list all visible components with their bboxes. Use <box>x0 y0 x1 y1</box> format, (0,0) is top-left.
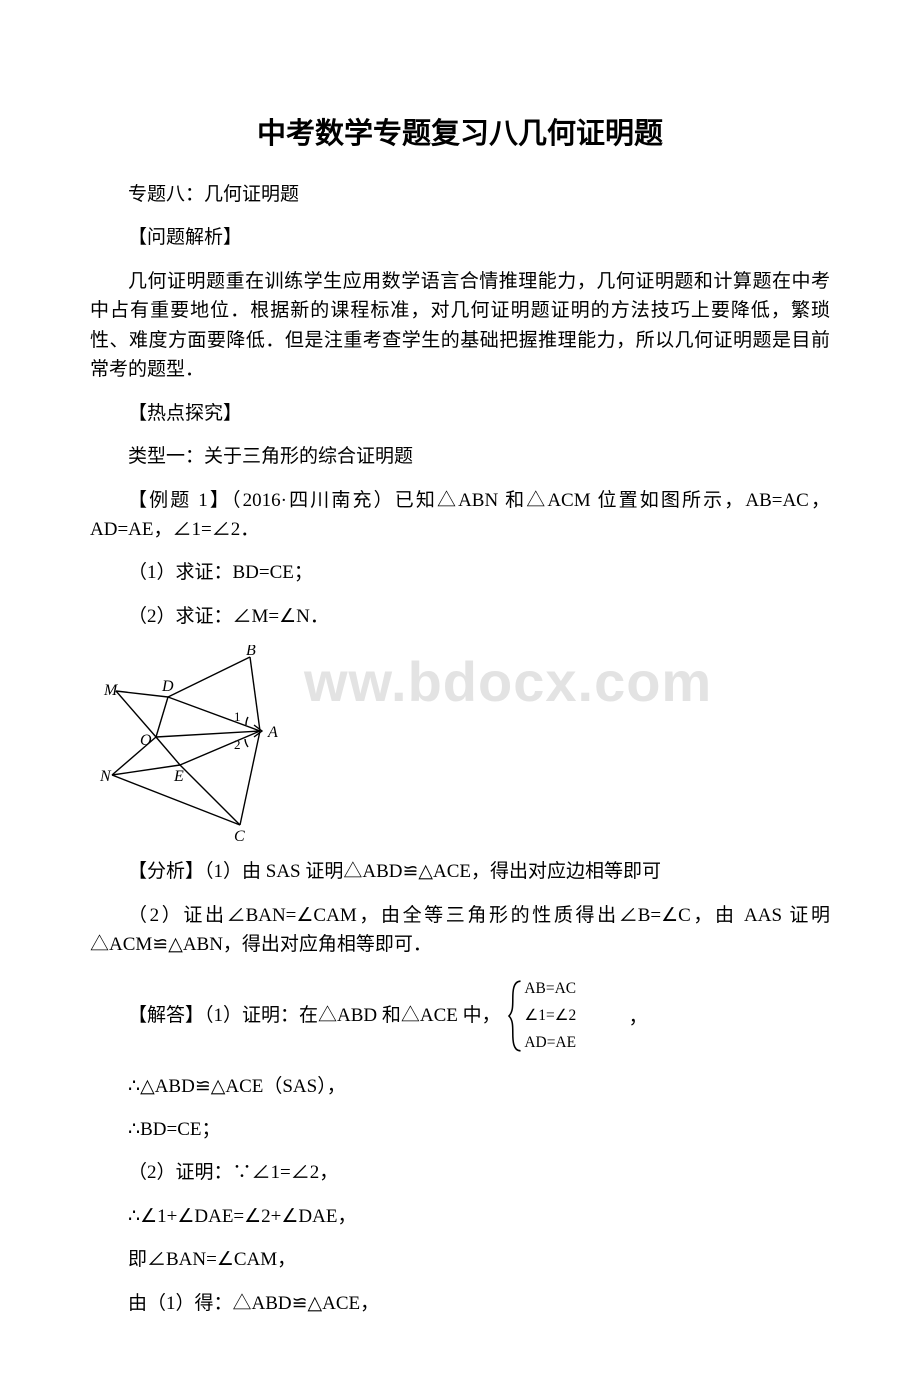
label-E: E <box>173 768 184 785</box>
solve-equation-row: 【解答】（1）证明：在△ABD 和△ACE 中， AB=AC ∠1=∠2 AD=… <box>90 974 830 1058</box>
figure-row: B M D A O N E C 1 2 ww.bdocx.com <box>90 645 830 845</box>
page-title: 中考数学专题复习八几何证明题 <box>90 110 830 152</box>
question-1: （1）求证：BD=CE； <box>90 558 830 587</box>
label-D: D <box>161 678 174 695</box>
question-2: （2）求证：∠M=∠N． <box>90 602 830 631</box>
solve-lead: 【解答】（1）证明：在△ABD 和△ACE 中， <box>90 1001 501 1030</box>
brace-system: AB=AC ∠1=∠2 AD=AE <box>507 974 623 1058</box>
label-C: C <box>234 828 245 845</box>
type-1-heading: 类型一：关于三角形的综合证明题 <box>90 442 830 471</box>
label-A: A <box>267 724 278 741</box>
topic-line: 专题八：几何证明题 <box>90 180 830 209</box>
solve-line-6: 由（1）得：△ABD≌△ACE， <box>90 1289 830 1318</box>
section-hotspot-heading: 【热点探究】 <box>90 399 830 428</box>
geometry-figure: B M D A O N E C 1 2 <box>90 645 310 845</box>
solve-line-5: 即∠BAN=∠CAM， <box>90 1245 830 1274</box>
solve-line-3: （2）证明：∵∠1=∠2， <box>90 1158 830 1187</box>
example-1: 【例题 1】（2016·四川南充）已知△ABN 和△ACM 位置如图所示，AB=… <box>90 486 830 545</box>
label-M: M <box>103 682 119 699</box>
solve-line-4: ∴∠1+∠DAE=∠2+∠DAE， <box>90 1202 830 1231</box>
label-B: B <box>246 645 256 659</box>
analysis-step-2: （2）证出∠BAN=∠CAM，由全等三角形的性质得出∠B=∠C，由 AAS 证明… <box>90 901 830 960</box>
analysis-step-1: 【分析】（1）由 SAS 证明△ABD≌△ACE，得出对应边相等即可 <box>90 857 830 886</box>
section-analysis-heading: 【问题解析】 <box>90 223 830 252</box>
watermark-text: ww.bdocx.com <box>304 649 712 714</box>
brace-line-1: AB=AC <box>524 979 576 996</box>
brace-line-2: ∠1=∠2 <box>524 1006 576 1023</box>
label-N: N <box>99 768 112 785</box>
brace-line-3: AD=AE <box>524 1033 576 1050</box>
analysis-body: 几何证明题重在训练学生应用数学语言合情推理能力，几何证明题和计算题在中考中占有重… <box>90 267 830 385</box>
label-angle-1: 1 <box>234 709 241 724</box>
equation-tail: ， <box>629 1002 648 1029</box>
label-O: O <box>140 732 152 749</box>
solve-line-2: ∴BD=CE； <box>90 1115 830 1144</box>
label-angle-2: 2 <box>234 737 241 752</box>
solve-line-1: ∴△ABD≌△ACE（SAS）， <box>90 1072 830 1101</box>
